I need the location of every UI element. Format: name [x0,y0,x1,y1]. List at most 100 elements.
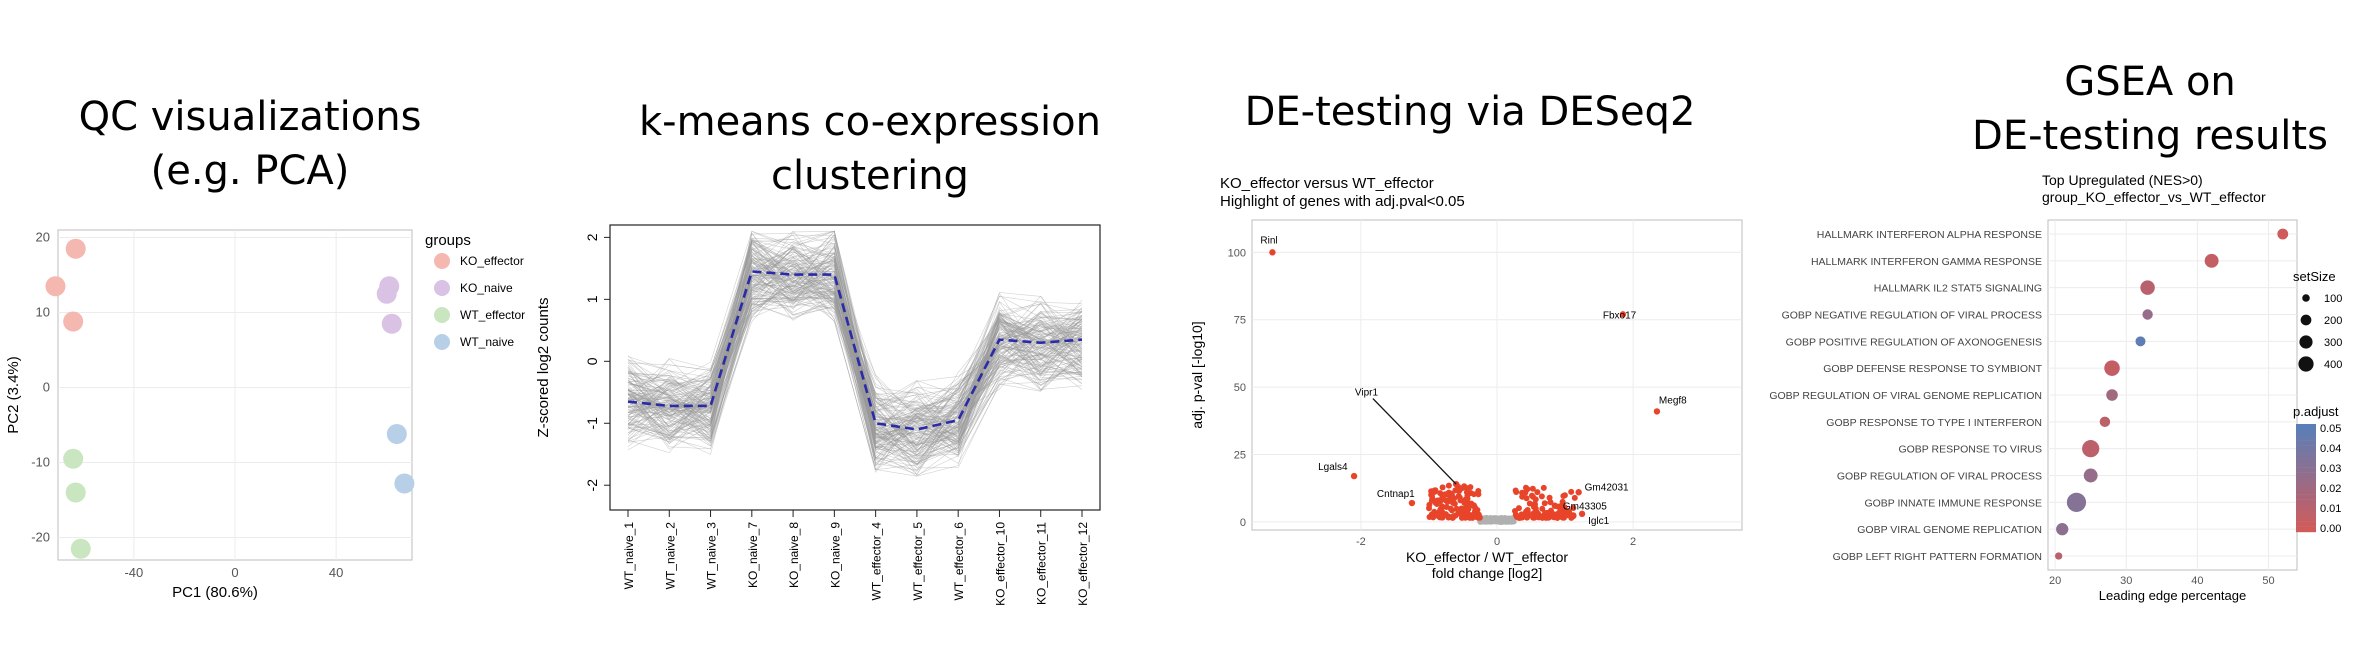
sig-point [1428,492,1435,499]
sig-point [1518,511,1525,518]
sig-point [1442,491,1449,498]
gene-trajectory-line [627,258,1083,449]
de-panel-title: DE-testing via DESeq2 [1244,89,1696,135]
gene-trajectory-line [627,232,1083,429]
sig-point [1513,488,1520,495]
gene-trajectory-line [627,257,1083,445]
color-legend-label: 0.03 [2320,463,2341,475]
gene-trajectory-line [627,230,1083,449]
labeled-gene-point [1551,502,1559,509]
sig-point [1457,497,1464,504]
color-legend-title: p.adjust [2293,404,2339,419]
legend-label: KO_effector [460,254,524,268]
gene-trajectory-line [627,253,1083,452]
gene-trajectory-line [627,259,1083,471]
sig-point [1568,488,1575,495]
gene-trajectory-line [627,230,1083,413]
gene-trajectory-line [627,237,1083,434]
volcano-chart: KO_effector versus WT_effectorHighlight … [1189,175,1743,581]
gene-trajectory-line [627,264,1083,477]
sig-point [1538,493,1545,500]
size-legend-dot [2298,356,2314,372]
y-tick-label: 20 [36,230,50,245]
y-tick-label: 0 [43,380,50,395]
gene-trajectory-line [627,242,1083,452]
sig-point [1436,508,1443,515]
gene-trajectory-line [627,234,1083,439]
gene-trajectory-line [627,247,1083,444]
color-legend-step [2296,521,2316,527]
gene-label: Gm42031 [1585,482,1629,493]
gene-trajectory-line [627,292,1083,430]
y-tick-label: 10 [36,305,50,320]
sig-point [1534,489,1541,496]
gene-trajectory-line [627,240,1083,421]
sig-point [1431,487,1438,494]
labeled-gene-point [1408,499,1416,507]
gene-trajectory-line [627,238,1083,449]
y-axis-label: Z-scored log2 counts [535,297,552,437]
sig-point [1446,514,1453,521]
gene-label: Lgals4 [1318,462,1348,473]
gsea-dot [2135,336,2146,347]
plot-frame [609,224,1101,511]
gene-trajectory-line [627,261,1083,447]
color-legend-label: 0.00 [2320,523,2341,535]
gene-trajectory-line [627,285,1083,472]
sig-point [1552,512,1559,519]
color-legend-label: 0.02 [2320,483,2341,495]
gene-label: Megf8 [1659,395,1687,406]
gene-trajectory-line [627,232,1083,439]
color-legend-bar [2296,424,2316,533]
gene-trajectory-line [627,230,1083,424]
gene-trajectory-line [627,270,1083,445]
color-legend-step [2296,483,2316,489]
sig-point [1470,502,1477,509]
gene-trajectory-line [627,245,1083,442]
gene-trajectory-line [627,248,1083,440]
y-tick-label: 1 [584,295,600,303]
y-tick-label: HALLMARK INTERFERON GAMMA RESPONSE [1811,256,2042,268]
sig-point [1432,499,1439,506]
gene-trajectory-line [627,291,1083,454]
sig-point [1461,510,1468,517]
gene-trajectory-line [627,264,1083,469]
sig-point [1439,484,1446,491]
pca-point [394,473,415,494]
x-tick-label: 0 [1494,536,1500,548]
x-tick-label: WT_effector_5 [911,522,925,601]
color-legend-step [2296,456,2316,462]
gene-trajectory-line [627,259,1083,476]
sig-point [1559,498,1566,505]
sig-point [1570,504,1577,511]
color-legend-label: 0.04 [2320,443,2341,455]
gene-trajectory-line [627,256,1083,452]
sig-point [1451,500,1458,507]
nonsig-point [1499,518,1506,525]
gene-trajectory-line [627,259,1083,463]
pca-point [65,238,86,259]
gene-trajectory-line [627,230,1083,435]
x-tick-label: -2 [1356,536,1366,548]
gene-trajectory-line [627,233,1083,435]
color-legend-step [2296,505,2316,511]
gene-trajectory-line [627,255,1083,447]
y-tick-label: GOBP NEGATIVE REGULATION OF VIRAL PROCES… [1782,310,2042,322]
sig-point [1568,513,1575,520]
gene-trajectory-line [627,243,1083,450]
gene-trajectory-line [627,285,1083,440]
x-tick-label: KO_naive_8 [787,522,801,588]
volcano-subtitle: Highlight of genes with adj.pval<0.05 [1220,193,1465,210]
pca-point [45,276,66,297]
gene-trajectory-line [627,236,1083,435]
y-tick-label: GOBP RESPONSE TO TYPE I INTERFERON [1826,417,2042,429]
gene-trajectory-line [627,230,1083,439]
size-legend-title: setSize [2293,269,2336,284]
gene-trajectory-line [627,253,1083,432]
gene-trajectory-line [627,248,1083,412]
gsea-dot [2104,360,2120,376]
sig-point [1539,505,1546,512]
gene-trajectory-line [627,230,1083,406]
gsea-dot [2056,523,2069,536]
gene-trajectory-line [627,278,1083,458]
